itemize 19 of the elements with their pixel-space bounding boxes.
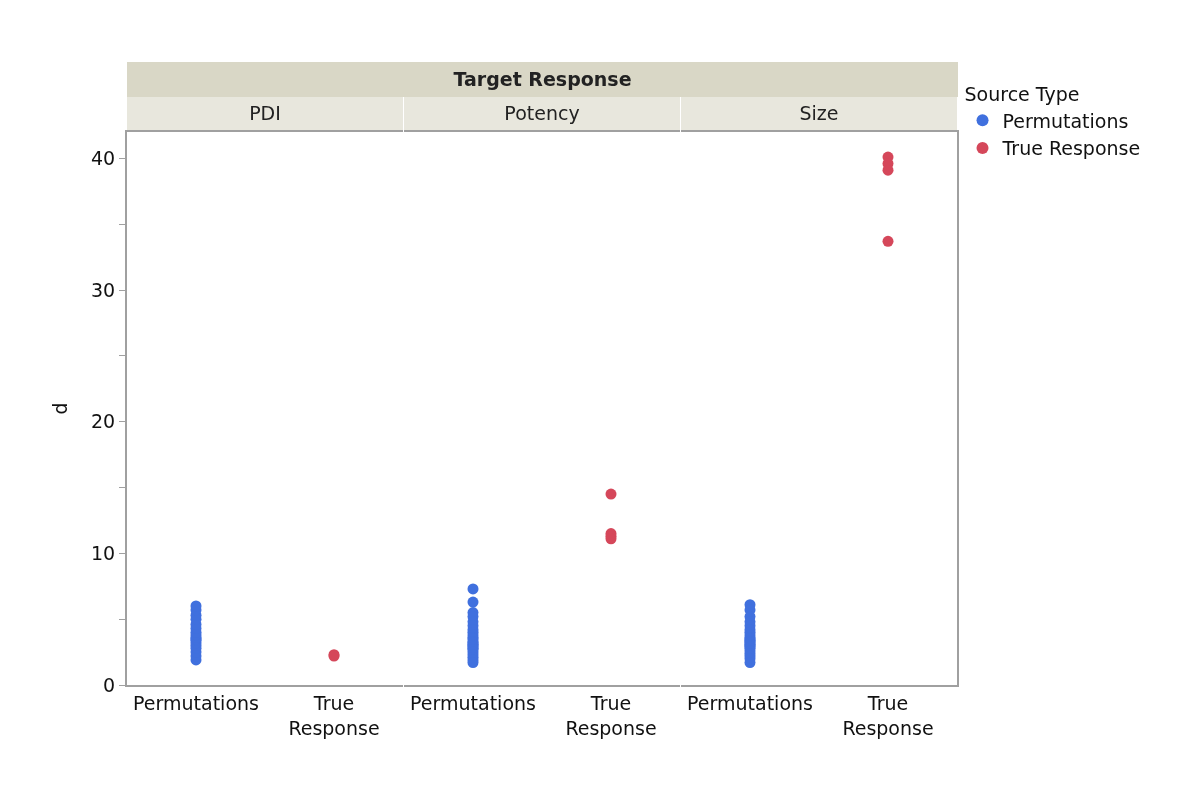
y-tick-label: 20	[91, 410, 116, 433]
chart-title: Size	[681, 97, 957, 130]
x-tick-label: True Response	[842, 691, 934, 739]
chart-title: Potency	[404, 97, 680, 130]
x-tick-label: True Response	[565, 691, 657, 739]
legend-label: True Response	[1001, 137, 1141, 160]
legend-title: Source Type	[964, 83, 1080, 106]
y-tick-label: 0	[103, 673, 116, 696]
x-tick-label: True Response	[288, 691, 380, 739]
legend-label: Permutations	[1002, 109, 1129, 132]
text: Target Response	[127, 62, 958, 97]
x-tick-label: Permutations	[133, 691, 259, 714]
y-axis-title: d	[49, 402, 72, 415]
y-tick-label: 40	[91, 146, 116, 169]
x-tick-label: Permutations	[687, 691, 813, 714]
y-tick-label: 10	[91, 541, 116, 564]
y-tick-label: 30	[91, 278, 116, 301]
chart-title: PDI	[127, 97, 403, 130]
x-tick-label: Permutations	[410, 691, 536, 714]
